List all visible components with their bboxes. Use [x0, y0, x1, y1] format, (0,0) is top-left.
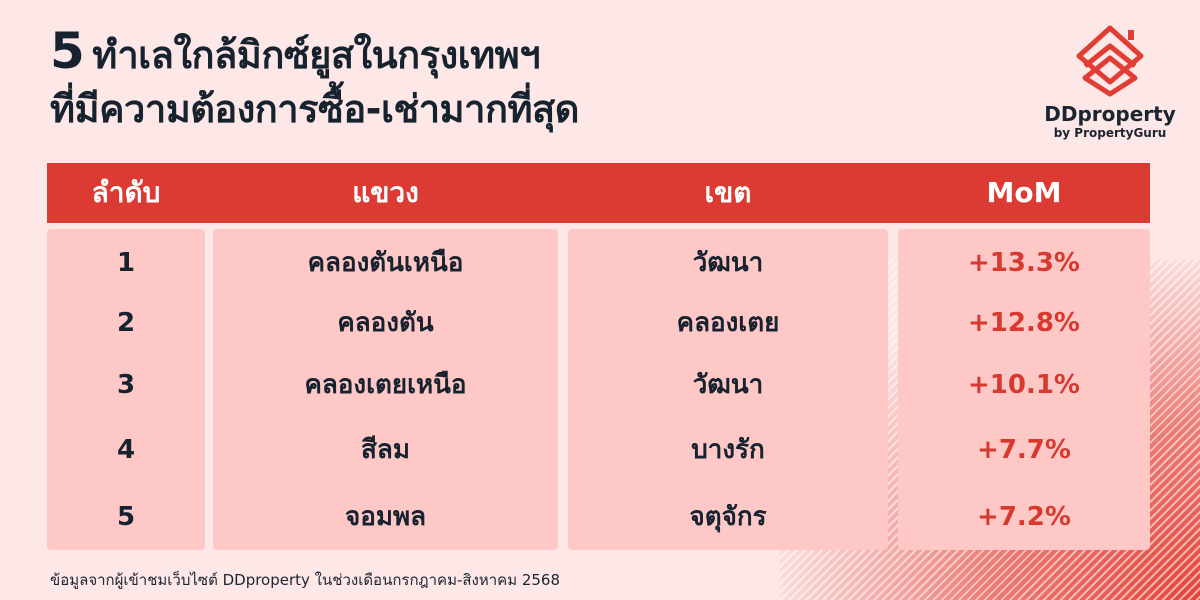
district-cell: วัฒนา: [692, 370, 764, 400]
subdistrict-cell: คลองตันเหนือ: [307, 248, 464, 278]
title-line2: ที่มีความต้องการซื้อ-เช่ามากที่สุด: [50, 87, 579, 131]
subdistrict-cell: คลองเตยเหนือ: [304, 370, 467, 400]
mom-cell: +10.1%: [968, 370, 1080, 400]
title-line1: ทำเลใกล้มิกซ์ยูสในกรุงเทพฯ: [92, 33, 541, 77]
rank-cell: 5: [116, 502, 136, 532]
column-subdistrict: คลองตันเหนือ คลองตัน คลองเตยเหนือ สีลม จ…: [213, 229, 558, 550]
column-mom: +13.3% +12.8% +10.1% +7.7% +7.2%: [898, 229, 1150, 550]
house-layers-icon: [1076, 25, 1144, 97]
mom-cell: +7.7%: [977, 435, 1071, 465]
header-subdistrict: แขวง: [352, 176, 419, 209]
mom-cell: +12.8%: [968, 308, 1080, 338]
table-header: ลำดับ แขวง เขต MoM: [47, 163, 1150, 223]
footnote: ข้อมูลจากผู้เข้าชมเว็บไซต์ DDproperty ใน…: [50, 571, 561, 589]
subdistrict-cell: คลองตัน: [337, 308, 434, 338]
rank-cell: 3: [116, 370, 136, 400]
header-district: เขต: [704, 176, 752, 209]
logo-brand: DDproperty: [1044, 102, 1176, 126]
district-cell: วัฒนา: [692, 248, 764, 278]
district-cell: คลองเตย: [676, 308, 780, 338]
column-district: วัฒนา คลองเตย วัฒนา บางรัก จตุจักร: [568, 229, 888, 550]
logo-sub: by PropertyGuru: [1053, 126, 1167, 140]
page-title: 5 ทำเลใกล้มิกซ์ยูสในกรุงเทพฯ ที่มีความต้อ…: [50, 24, 579, 136]
rank-cell: 2: [116, 308, 136, 338]
district-cell: บางรัก: [691, 435, 765, 465]
rank-cell: 4: [116, 435, 136, 465]
column-rank: 1 2 3 4 5: [47, 229, 205, 550]
header-rank: ลำดับ: [91, 176, 161, 209]
title-number: 5: [50, 22, 85, 80]
district-cell: จตุจักร: [689, 502, 767, 532]
mom-cell: +13.3%: [968, 248, 1080, 278]
subdistrict-cell: จอมพล: [344, 502, 427, 532]
subdistrict-cell: สีลม: [361, 435, 410, 465]
ddproperty-logo: DDproperty by PropertyGuru: [1040, 22, 1180, 140]
mom-cell: +7.2%: [977, 502, 1071, 532]
rank-cell: 1: [116, 248, 136, 278]
header-mom: MoM: [986, 176, 1062, 209]
